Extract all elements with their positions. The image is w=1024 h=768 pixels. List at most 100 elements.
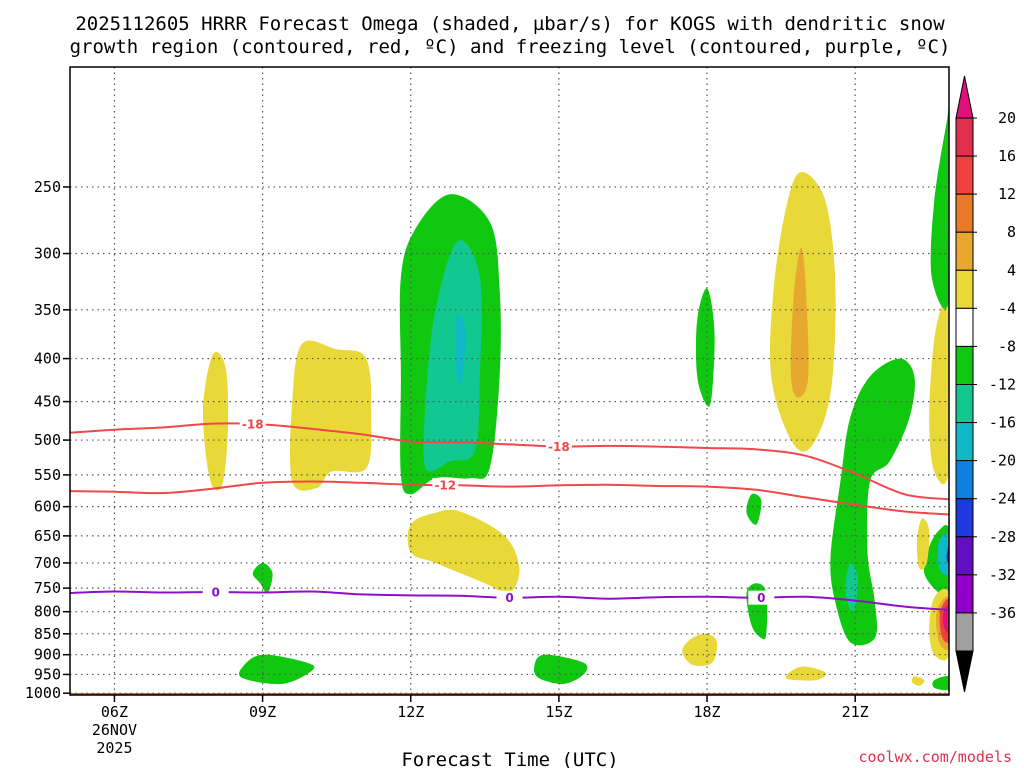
credit-text: coolwx.com/models (858, 748, 1012, 766)
x-tick-label-15: 15Z (545, 703, 572, 721)
dgz-contour-label--18-1: -18 (548, 440, 570, 454)
x-axis-label: Forecast Time (UTC) (401, 749, 618, 768)
omega-region-green-2300-bottom (932, 676, 949, 691)
colorbar-segment-7 (955, 384, 974, 424)
colorbar-segment-8 (955, 422, 974, 462)
y-tick-label-250: 250 (34, 178, 61, 196)
omega-region-yellow-2240 (916, 518, 930, 570)
temperature-contours: -18 -18 -12 0 0 0 (70, 417, 949, 611)
omega-region-green-0930-low (239, 654, 315, 685)
colorbar: 20 16 12 8 4 -4 -8 -12 -16 -20 -24 -28 -32 -36 (955, 75, 1016, 693)
y-tick-label-300: 300 (34, 245, 61, 263)
colorbar-segment-10 (955, 498, 974, 538)
y-tick-label-350: 350 (34, 301, 61, 319)
omega-region-teal-1300 (423, 240, 482, 472)
x-tick-year-6: 2025 (96, 739, 132, 757)
colorbar-tick-label-10: -24 (989, 490, 1016, 508)
x-tick-label-18: 18Z (693, 703, 720, 721)
y-tick-label-550: 550 (34, 466, 61, 484)
colorbar-tick-label-11: -28 (989, 528, 1016, 546)
colorbar-tick-label-5: -4 (998, 299, 1016, 317)
colorbar-bottom-arrow (955, 650, 974, 693)
colorbar-segment-0 (955, 117, 974, 157)
colorbar-tick-label-3: 8 (1007, 223, 1016, 241)
pressure-axis: 250 300 350 400 450 500 550 600 650 700 750 800 850 9… (25, 178, 70, 702)
omega-shading-layer (202, 106, 949, 691)
dgz-contour-label-bg--18-0 (239, 417, 266, 432)
y-tick-label-450: 450 (34, 393, 61, 411)
colorbar-segment-11 (955, 536, 974, 576)
y-tick-label-600: 600 (34, 498, 61, 516)
colorbar-segment-3 (955, 231, 974, 271)
omega-region-yellow-2230 (929, 285, 949, 485)
y-tick-label-1000: 1000 (25, 684, 61, 702)
colorbar-tick-label-2: 12 (998, 185, 1016, 203)
omega-region-cyan-2300 (937, 533, 949, 576)
omega-region-orange-2000 (790, 247, 809, 398)
freezing-contour-label-0-2: 0 (757, 591, 765, 605)
colorbar-tick-label-4: 4 (1007, 261, 1016, 279)
colorbar-tick-label-1: 16 (998, 147, 1016, 165)
colorbar-tick-label-13: -36 (989, 604, 1016, 622)
colorbar-segment-12 (955, 574, 974, 614)
y-tick-label-400: 400 (34, 350, 61, 368)
freezing-contour-label-bg-0-2 (748, 590, 775, 605)
colorbar-tick-label-8: -16 (989, 414, 1016, 432)
colorbar-segment-5 (955, 307, 974, 347)
x-tick-label-6: 06Z (101, 703, 128, 721)
x-tick-label-9: 09Z (249, 703, 276, 721)
y-tick-label-950: 950 (34, 665, 61, 683)
colorbar-segment-1 (955, 155, 974, 195)
colorbar-segment-13 (955, 612, 974, 652)
omega-region-green-1800 (695, 288, 715, 407)
colorbar-segment-4 (955, 269, 974, 309)
x-tick-label-12: 12Z (397, 703, 424, 721)
omega-region-green-1900-small (746, 493, 762, 525)
freezing-contour-label-bg-0-0 (202, 585, 229, 600)
y-tick-label-650: 650 (34, 527, 61, 545)
chart-title-line2: growth region (contoured, red, ºC) and f… (70, 36, 951, 58)
freezing-contour-label-bg-0-1 (496, 590, 523, 605)
dgz-contour-label-bg--18-1 (545, 439, 572, 454)
dgz-contour-label--12-0: -12 (434, 479, 456, 493)
colorbar-tick-label-7: -12 (989, 376, 1016, 394)
colorbar-tick-label-6: -8 (998, 337, 1016, 355)
omega-region-yellow-1800-low (682, 633, 718, 666)
y-tick-label-850: 850 (34, 625, 61, 643)
colorbar-segment-9 (955, 460, 974, 500)
x-tick-label-21: 21Z (842, 703, 869, 721)
dgz-contour-line--12 (70, 480, 949, 516)
omega-region-yellow-0830 (202, 352, 229, 491)
chart-title-line1: 2025112605 HRRR Forecast Omega (shaded, … (75, 13, 945, 35)
colorbar-top-arrow (955, 75, 974, 119)
dgz-contour-line--18 (70, 422, 949, 501)
x-tick-date-6: 26NOV (92, 721, 137, 739)
omega-region-yellow-1030 (289, 340, 372, 491)
y-tick-label-700: 700 (34, 554, 61, 572)
colorbar-tick-label-0: 20 (998, 109, 1016, 127)
y-tick-label-900: 900 (34, 646, 61, 664)
omega-region-cyan-1300 (455, 314, 466, 385)
dgz-contour-label--18-0: -18 (242, 418, 264, 432)
plot-area: -18 -18 -12 0 0 0 (69, 66, 950, 696)
dgz-contour-label-bg--12-0 (432, 478, 459, 493)
plot-frame (69, 66, 950, 696)
y-tick-label-800: 800 (34, 603, 61, 621)
omega-region-yellow-2000-low (785, 666, 827, 681)
omega-region-green-0910 (252, 562, 273, 594)
colorbar-tick-label-9: -20 (989, 452, 1016, 470)
omega-region-green-2300-top (930, 106, 949, 309)
omega-region-magenta-2300-low (942, 604, 949, 633)
colorbar-segment-2 (955, 193, 974, 233)
omega-region-yellow-1330 (407, 509, 520, 594)
colorbar-tick-label-12: -32 (989, 566, 1016, 584)
omega-region-yellow-2250-low (911, 676, 925, 686)
y-tick-label-750: 750 (34, 579, 61, 597)
freezing-contour-label-0-1: 0 (505, 591, 513, 605)
terrain-band (70, 693, 949, 695)
omega-region-green-1500-low (533, 654, 588, 684)
colorbar-segment-6 (955, 345, 974, 385)
freezing-contour-label-0-0: 0 (211, 586, 219, 600)
